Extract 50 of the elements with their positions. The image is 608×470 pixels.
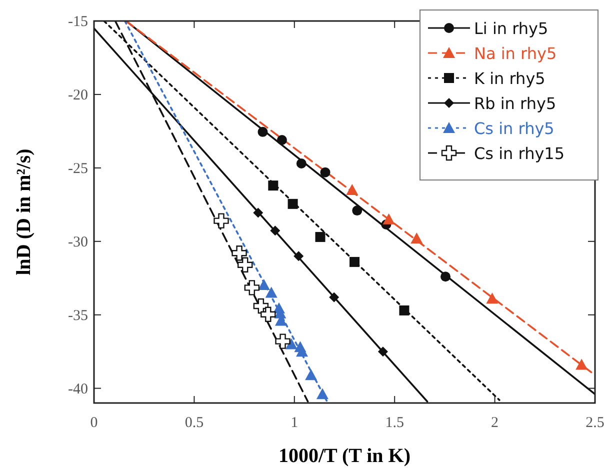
- point: [275, 334, 290, 349]
- x-tick-label: 2.5: [586, 415, 604, 431]
- point: [270, 226, 280, 236]
- point: [268, 180, 278, 191]
- x-tick-label: 0.5: [184, 415, 204, 431]
- y-tick-label: -25: [68, 160, 88, 177]
- legend-label: K in rhy5: [474, 69, 546, 88]
- legend-label: Cs in rhy5: [474, 119, 554, 138]
- point: [305, 369, 318, 380]
- point: [320, 167, 330, 178]
- point: [260, 306, 276, 322]
- y-tick-label: -40: [68, 381, 88, 398]
- point: [232, 246, 247, 261]
- point: [378, 346, 388, 357]
- point: [352, 206, 362, 216]
- legend-label: Cs in rhy15: [474, 144, 565, 163]
- point: [244, 280, 260, 296]
- point: [440, 272, 450, 282]
- point: [294, 251, 304, 262]
- point: [276, 135, 287, 146]
- x-tick-label: 2: [491, 415, 499, 431]
- point: [410, 232, 423, 244]
- y-tick-label: -30: [68, 234, 88, 250]
- point: [214, 213, 229, 228]
- point: [265, 286, 278, 298]
- point: [288, 198, 298, 209]
- point: [296, 158, 306, 169]
- y-tick-label: -20: [68, 87, 88, 104]
- x-tick-label: 1: [290, 415, 298, 431]
- y-axis-title: lnD (D in m²/s): [13, 148, 35, 276]
- point: [315, 232, 326, 242]
- legend-label: Rb in rhy5: [474, 94, 556, 113]
- point: [382, 213, 395, 224]
- point: [486, 292, 498, 304]
- point: [253, 208, 264, 218]
- point: [346, 184, 358, 195]
- legend-label: Na in rhy5: [474, 44, 557, 63]
- point: [316, 388, 328, 400]
- y-tick-label: -35: [68, 308, 88, 324]
- x-tick-label: 1.5: [385, 415, 404, 431]
- point: [576, 358, 588, 370]
- point: [238, 257, 253, 272]
- point: [329, 292, 340, 302]
- y-tick-label: -15: [68, 14, 88, 30]
- x-axis-title: 1000/T (T in K): [278, 445, 411, 467]
- point: [258, 126, 268, 137]
- point: [399, 305, 410, 316]
- x-tick-label: 0: [90, 415, 98, 431]
- point: [350, 256, 360, 267]
- legend-label: Li in rhy5: [474, 19, 548, 38]
